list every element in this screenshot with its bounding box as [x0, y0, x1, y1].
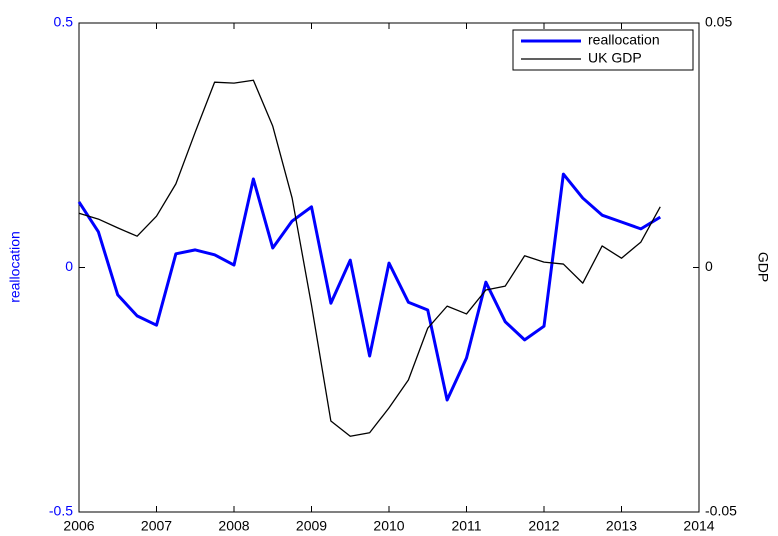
y2-axis-label: GDP: [755, 252, 771, 282]
x-tick-label: 2012: [528, 518, 559, 534]
x-tick-label: 2010: [373, 518, 404, 534]
x-tick-label: 2014: [683, 518, 714, 534]
x-tick-label: 2006: [63, 518, 94, 534]
series-line: [77, 172, 662, 402]
x-tick-label: 2009: [296, 518, 327, 534]
y2-tick-label: 0.05: [705, 14, 732, 30]
y-axis-label: reallocation: [7, 231, 23, 303]
y-tick-label: 0.5: [54, 14, 74, 30]
y-tick-label: 0: [65, 258, 73, 274]
x-tick-label: 2008: [218, 518, 249, 534]
y2-tick-label: -0.05: [705, 503, 737, 519]
y-tick-label: -0.5: [49, 503, 73, 519]
legend-label: UK GDP: [588, 50, 642, 66]
series-line: [78, 79, 661, 437]
y2-tick-label: 0: [705, 258, 713, 274]
x-tick-label: 2011: [451, 518, 481, 534]
x-tick-label: 2013: [606, 518, 637, 534]
legend-label: reallocation: [588, 32, 660, 48]
x-tick-label: 2007: [141, 518, 172, 534]
legend-box: [512, 29, 694, 71]
